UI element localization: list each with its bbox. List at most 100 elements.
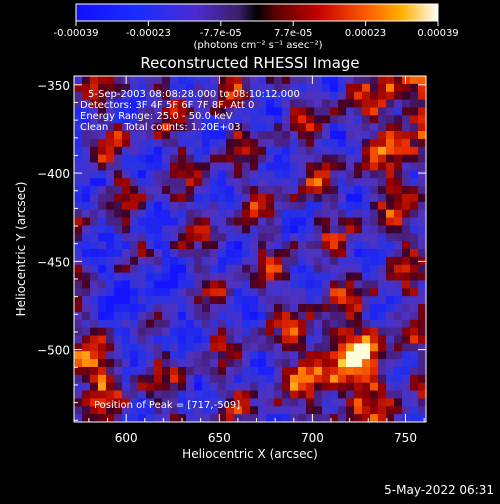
- heatmap-cell: [418, 170, 426, 179]
- heatmap-cell: [178, 398, 187, 407]
- heatmap-cell: [378, 343, 387, 352]
- heatmap-cell: [162, 256, 171, 266]
- heatmap-cell: [322, 146, 331, 156]
- heatmap-cell: [162, 146, 171, 156]
- heatmap-cell: [122, 256, 131, 266]
- heatmap-cell: [338, 107, 347, 116]
- heatmap-cell: [90, 241, 99, 250]
- heatmap-cell: [82, 343, 91, 352]
- heatmap-cell: [130, 414, 139, 422]
- heatmap-cell: [234, 351, 243, 360]
- heatmap-cell: [290, 225, 299, 234]
- heatmap-cell: [338, 123, 347, 132]
- heatmap-cell: [194, 170, 203, 179]
- heatmap-cell: [106, 76, 115, 85]
- heatmap-cell: [122, 115, 131, 124]
- heatmap-cell: [90, 256, 99, 266]
- heatmap-cell: [410, 233, 419, 242]
- heatmap-cell: [386, 193, 395, 203]
- heatmap-cell: [170, 382, 179, 392]
- heatmap-cell: [154, 327, 163, 337]
- heatmap-cell: [274, 249, 283, 258]
- heatmap-cell: [346, 91, 355, 101]
- heatmap-cell: [178, 288, 187, 297]
- heatmap-cell: [306, 374, 315, 384]
- heatmap-cell: [74, 304, 83, 313]
- heatmap-cell: [130, 256, 139, 266]
- heatmap-cell: [266, 319, 275, 329]
- heatmap-cell: [170, 414, 179, 422]
- heatmap-cell: [210, 131, 219, 140]
- heatmap-cell: [162, 319, 171, 329]
- heatmap-cell: [202, 366, 211, 376]
- heatmap-cell: [282, 209, 291, 219]
- heatmap-cell: [194, 83, 203, 93]
- heatmap-cell: [202, 91, 211, 101]
- heatmap-cell: [82, 374, 91, 384]
- heatmap-cell: [250, 296, 259, 305]
- heatmap-cell: [146, 256, 155, 266]
- footer-date: 5-May-2022 06:31: [384, 483, 494, 497]
- heatmap-cell: [386, 390, 395, 400]
- heatmap-cell: [90, 115, 99, 124]
- heatmap-cell: [322, 186, 331, 195]
- heatmap-cell: [346, 115, 355, 124]
- heatmap-cell: [170, 76, 179, 85]
- heatmap-cell: [114, 99, 123, 109]
- heatmap-cell: [378, 99, 387, 109]
- heatmap-cell: [178, 264, 187, 274]
- heatmap-cell: [370, 193, 379, 203]
- heatmap-cell: [74, 351, 83, 360]
- heatmap-cell: [130, 186, 139, 195]
- heatmap-cell: [338, 359, 347, 368]
- heatmap-cell: [378, 91, 387, 101]
- heatmap-cell: [186, 351, 195, 360]
- heatmap-cell: [130, 280, 139, 289]
- heatmap-cell: [138, 233, 147, 242]
- heatmap-cell: [170, 123, 179, 132]
- heatmap-cell: [386, 107, 395, 116]
- heatmap-cell: [362, 366, 371, 376]
- heatmap-cell: [290, 374, 299, 384]
- heatmap-cell: [226, 249, 235, 258]
- heatmap-cell: [394, 91, 403, 101]
- heatmap-cell: [418, 398, 426, 407]
- heatmap-cell: [74, 154, 83, 164]
- heatmap-cell: [202, 335, 211, 344]
- heatmap-cell: [74, 414, 83, 422]
- heatmap-cell: [162, 359, 171, 368]
- heatmap-cell: [154, 398, 163, 407]
- heatmap-cell: [90, 249, 99, 258]
- heatmap-cell: [122, 398, 131, 407]
- heatmap-cell: [234, 131, 243, 140]
- heatmap-cell: [258, 398, 267, 407]
- heatmap-cell: [186, 374, 195, 384]
- heatmap-cell: [298, 107, 307, 116]
- heatmap-cell: [170, 146, 179, 156]
- heatmap-cell: [114, 296, 123, 305]
- heatmap-cell: [418, 249, 426, 258]
- heatmap-cell: [74, 76, 83, 85]
- heatmap-cell: [210, 280, 219, 289]
- y-tick-label: −450: [37, 255, 70, 269]
- heatmap-cell: [202, 382, 211, 392]
- heatmap-cell: [306, 193, 315, 203]
- heatmap-cell: [354, 382, 363, 392]
- heatmap-cell: [138, 327, 147, 337]
- heatmap-cell: [282, 280, 291, 289]
- heatmap-cell: [154, 296, 163, 305]
- heatmap-cell: [146, 343, 155, 352]
- heatmap-cell: [402, 138, 411, 148]
- heatmap-cell: [146, 374, 155, 384]
- heatmap-cell: [370, 146, 379, 156]
- heatmap-cell: [258, 233, 267, 242]
- heatmap-cell: [146, 264, 155, 274]
- heatmap-cell: [306, 154, 315, 164]
- heatmap-cell: [258, 76, 267, 85]
- heatmap-cell: [250, 146, 259, 156]
- heatmap-cell: [306, 406, 315, 415]
- heatmap-cell: [242, 256, 251, 266]
- heatmap-cell: [346, 414, 355, 422]
- heatmap-cell: [386, 217, 395, 227]
- heatmap-cell: [154, 280, 163, 289]
